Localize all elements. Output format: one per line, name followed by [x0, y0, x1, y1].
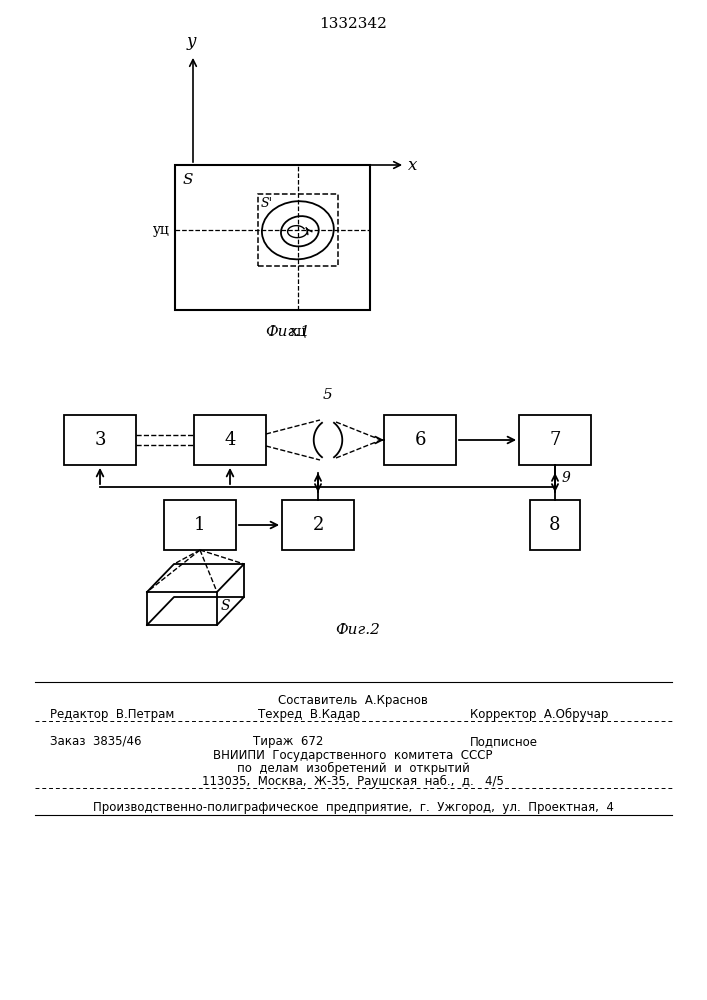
- Text: 113035,  Москва,  Ж-35,  Раушская  наб.,  д.   4/5: 113035, Москва, Ж-35, Раушская наб., д. …: [202, 775, 504, 788]
- Text: 1: 1: [194, 516, 206, 534]
- Text: по  делам  изобретений  и  открытий: по делам изобретений и открытий: [237, 762, 469, 775]
- Bar: [164, 500, 236, 550]
- Text: Заказ  3835/46: Заказ 3835/46: [50, 735, 141, 748]
- Text: 6: 6: [414, 431, 426, 449]
- Text: Фиг.2: Фиг.2: [336, 623, 380, 637]
- Text: 5: 5: [323, 388, 333, 402]
- Text: Фиг.1: Фиг.1: [266, 325, 310, 339]
- Text: 1332342: 1332342: [319, 17, 387, 31]
- Bar: [175, 165, 370, 310]
- Text: ВНИИПИ  Государственного  комитета  СССР: ВНИИПИ Государственного комитета СССР: [214, 749, 493, 762]
- Text: Подписное: Подписное: [470, 735, 538, 748]
- Text: 2: 2: [312, 516, 324, 534]
- Bar: [282, 500, 354, 550]
- Text: 8: 8: [549, 516, 561, 534]
- Text: yц: yц: [153, 223, 170, 237]
- Text: Техред  В.Кадар: Техред В.Кадар: [258, 708, 360, 721]
- Text: xц: xц: [289, 325, 306, 339]
- Text: y: y: [187, 33, 196, 50]
- Text: Корректор  А.Обручар: Корректор А.Обручар: [470, 708, 609, 721]
- Text: S: S: [221, 599, 230, 613]
- Text: Редактор  В.Петрам: Редактор В.Петрам: [50, 708, 175, 721]
- Text: 7: 7: [549, 431, 561, 449]
- Text: 4: 4: [224, 431, 235, 449]
- Text: Составитель  А.Краснов: Составитель А.Краснов: [278, 694, 428, 707]
- Bar: [64, 415, 136, 465]
- Text: S: S: [183, 173, 194, 187]
- Text: 9: 9: [562, 471, 571, 485]
- Text: Тираж  672: Тираж 672: [253, 735, 323, 748]
- Bar: [384, 415, 456, 465]
- Bar: [519, 415, 591, 465]
- Text: 3: 3: [94, 431, 106, 449]
- Text: x: x: [408, 156, 417, 174]
- Text: Производственно-полиграфическое  предприятие,  г.  Ужгород,  ул.  Проектная,  4: Производственно-полиграфическое предприя…: [93, 801, 614, 814]
- Bar: [194, 415, 266, 465]
- Text: S': S': [261, 197, 273, 210]
- Bar: [530, 500, 580, 550]
- Bar: [258, 194, 338, 266]
